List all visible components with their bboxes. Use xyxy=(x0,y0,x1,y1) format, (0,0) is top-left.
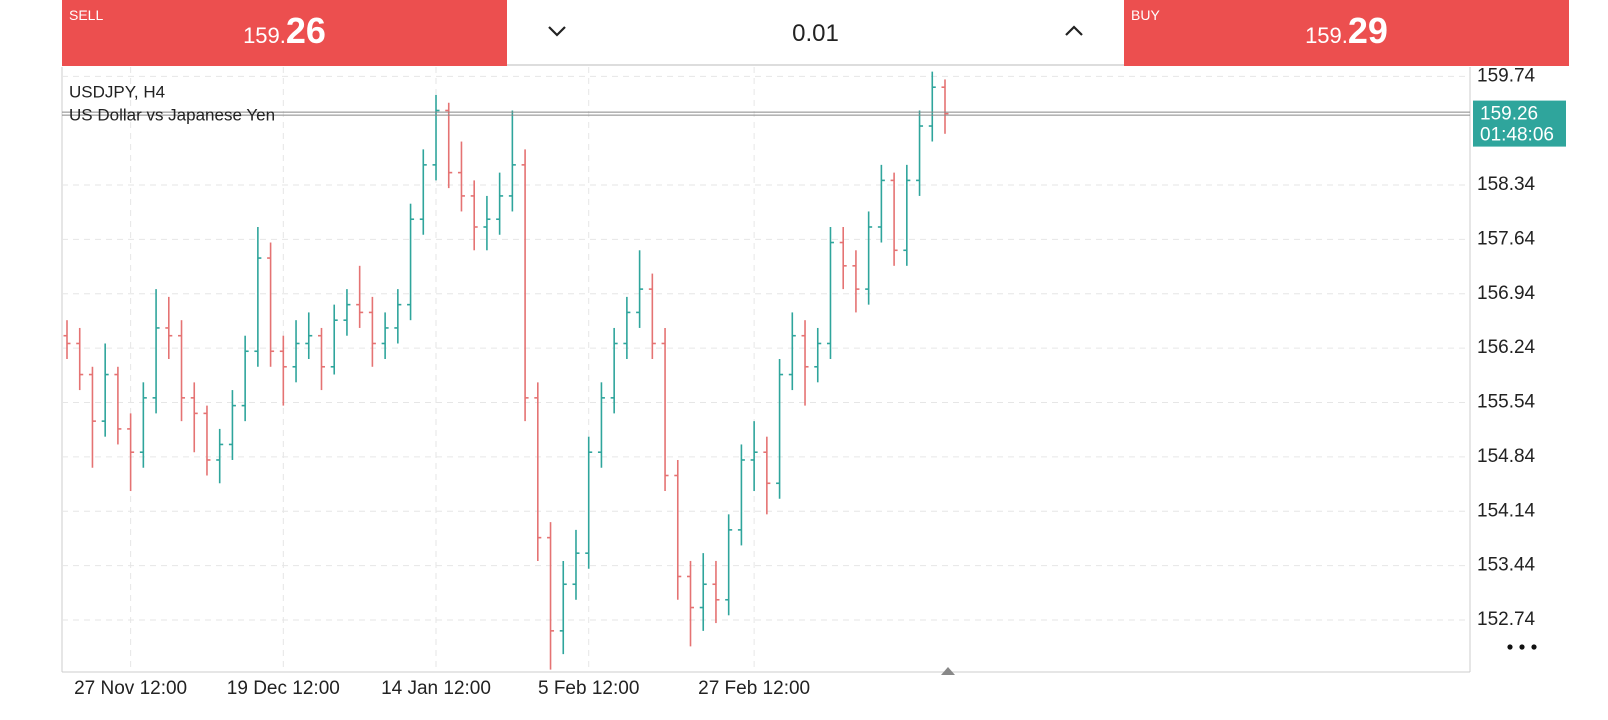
x-tick-label: 27 Nov 12:00 xyxy=(74,678,187,699)
lot-size[interactable]: 0.01 xyxy=(792,20,839,47)
y-tick-label: 152.74 xyxy=(1477,609,1536,630)
y-tick-label: 154.84 xyxy=(1477,446,1536,467)
sell-label: SELL xyxy=(69,7,104,23)
x-tick-label: 27 Feb 12:00 xyxy=(698,678,810,699)
x-tick-label: 14 Jan 12:00 xyxy=(381,678,491,699)
buy-price-prefix: 159. xyxy=(1305,23,1348,48)
x-tick-label: 19 Dec 12:00 xyxy=(227,678,340,699)
decrease-button[interactable] xyxy=(547,24,567,38)
countdown-label: 01:48:06 xyxy=(1480,125,1554,146)
y-tick-label: 159.74 xyxy=(1477,65,1536,86)
current-price-label: 159.26 xyxy=(1480,104,1538,125)
y-tick-label: 156.94 xyxy=(1477,283,1536,304)
current-price-box xyxy=(1473,100,1566,147)
y-tick-label: 158.34 xyxy=(1477,174,1536,195)
y-tick-label: 153.44 xyxy=(1477,555,1536,576)
x-tick-label: 5 Feb 12:00 xyxy=(538,678,639,699)
buy-price-pips: 29 xyxy=(1347,10,1388,51)
more-menu[interactable] xyxy=(1507,644,1537,650)
chart-subtitle: US Dollar vs Japanese Yen xyxy=(69,105,275,124)
increase-button[interactable] xyxy=(1064,24,1084,38)
sell-price: 159.26 xyxy=(62,10,507,52)
y-tick-label: 154.14 xyxy=(1477,500,1536,521)
sell-price-prefix: 159. xyxy=(243,23,286,48)
y-tick-label: 156.24 xyxy=(1477,337,1536,358)
y-tick-label: 155.54 xyxy=(1477,392,1536,413)
buy-label: BUY xyxy=(1131,7,1160,23)
sell-price-pips: 26 xyxy=(285,10,326,51)
scroll-marker xyxy=(941,667,955,675)
sell-button[interactable]: SELL 159.26 xyxy=(62,0,507,66)
lot-selector: 0.01 xyxy=(507,0,1124,66)
buy-button[interactable]: BUY 159.29 xyxy=(1124,0,1569,66)
buy-price: 159.29 xyxy=(1124,10,1569,52)
y-tick-label: 157.64 xyxy=(1477,228,1536,249)
chart-title: USDJPY, H4 xyxy=(69,82,165,101)
